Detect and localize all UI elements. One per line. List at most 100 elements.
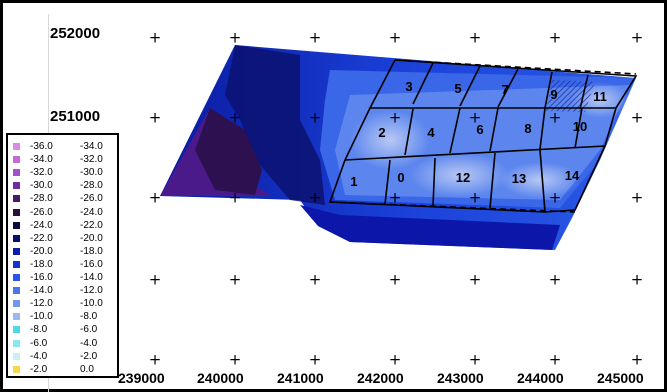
legend-swatch <box>13 169 20 177</box>
legend-row: -14.0 -12.0 <box>8 284 117 297</box>
grid-cross: + <box>148 270 162 289</box>
legend-row: -4.0 -2.0 <box>8 350 117 363</box>
legend-swatch <box>13 156 20 164</box>
legend-high-value: -16.0 <box>80 258 103 270</box>
grid-cross: + <box>630 28 644 47</box>
legend-row: -12.0 -10.0 <box>8 297 117 310</box>
color-legend: -36.0 -34.0 -34.0 -32.0 -32.0 -30.0 -30.0 -28.0… <box>6 133 119 378</box>
panel-label: 11 <box>593 89 607 104</box>
grid-cross: + <box>148 188 162 207</box>
legend-row: -34.0 -32.0 <box>8 153 117 166</box>
grid-cross: + <box>468 270 482 289</box>
legend-swatch <box>13 143 20 150</box>
legend-low-value: -12.0 <box>30 298 53 310</box>
contour-darkviolet-zone <box>195 108 262 195</box>
legend-swatch <box>13 195 20 203</box>
legend-row: -22.0 -20.0 <box>8 232 117 245</box>
legend-row: -24.0 -22.0 <box>8 219 117 232</box>
x-tick-label: 241000 <box>277 370 324 386</box>
legend-row: -6.0 -4.0 <box>8 337 117 350</box>
contour-navy-zone <box>225 45 325 205</box>
panel-dashes <box>329 59 637 213</box>
legend-swatch <box>13 182 20 190</box>
y-tick-label: 251000 <box>50 108 101 125</box>
legend-high-value: -12.0 <box>80 285 103 297</box>
legend-high-value: -30.0 <box>80 167 103 179</box>
legend-row: -32.0 -30.0 <box>8 166 117 179</box>
legend-swatch <box>13 208 20 216</box>
grid-cross: + <box>388 188 402 207</box>
panel-label: 7 <box>501 82 508 97</box>
legend-swatch <box>13 300 20 308</box>
grid-cross: + <box>228 28 242 47</box>
legend-low-value: -8.0 <box>30 324 48 336</box>
legend-high-value: -24.0 <box>80 206 103 218</box>
contour-pale-blob <box>500 162 580 198</box>
panel-label: 6 <box>476 122 483 137</box>
grid-cross: + <box>388 350 402 369</box>
panel-label: 9 <box>550 87 557 102</box>
legend-high-value: -22.0 <box>80 219 103 231</box>
x-tick-label: 243000 <box>437 370 484 386</box>
grid-cross: + <box>388 270 402 289</box>
panel-label: 13 <box>512 171 526 186</box>
legend-low-value: -4.0 <box>30 350 48 362</box>
legend-high-value: -6.0 <box>80 324 98 336</box>
legend-low-value: -32.0 <box>30 167 53 179</box>
panel-label: 4 <box>427 125 435 140</box>
grid-cross: + <box>228 350 242 369</box>
grid-cross: + <box>308 188 322 207</box>
grid-cross: + <box>548 188 562 207</box>
legend-low-value: -14.0 <box>30 285 53 297</box>
x-tick-label: 244000 <box>517 370 564 386</box>
panel-label: 14 <box>565 168 580 183</box>
grid-cross: + <box>308 108 322 127</box>
panel-label: 1 <box>350 174 357 189</box>
legend-row: -2.0 0.0 <box>8 363 117 376</box>
grid-cross: + <box>630 350 644 369</box>
panel-label: 8 <box>524 121 531 136</box>
legend-swatch <box>13 287 20 295</box>
panel-label: 10 <box>573 119 587 134</box>
legend-row: -20.0 -18.0 <box>8 245 117 258</box>
legend-low-value: -24.0 <box>30 219 53 231</box>
grid-cross: + <box>228 108 242 127</box>
legend-low-value: -26.0 <box>30 206 53 218</box>
legend-high-value: -18.0 <box>80 245 103 257</box>
grid-cross: + <box>148 108 162 127</box>
legend-high-value: -34.0 <box>80 141 103 152</box>
legend-swatch <box>13 326 20 334</box>
legend-high-value: -10.0 <box>80 298 103 310</box>
grid-cross: + <box>468 28 482 47</box>
legend-low-value: -10.0 <box>30 311 53 323</box>
legend-swatch <box>13 221 20 229</box>
legend-high-value: -2.0 <box>80 350 98 362</box>
panel-label: 12 <box>456 170 470 185</box>
legend-swatch <box>13 247 20 255</box>
grid-cross: + <box>548 270 562 289</box>
grid-cross: + <box>228 270 242 289</box>
grid-cross: + <box>630 188 644 207</box>
grid-cross: + <box>228 188 242 207</box>
legend-row: -30.0 -28.0 <box>8 179 117 192</box>
panel-label: 3 <box>405 79 412 94</box>
legend-row: -36.0 -34.0 <box>8 140 117 153</box>
legend-swatch <box>13 313 20 321</box>
grid-cross: + <box>548 28 562 47</box>
hatched-panel <box>546 80 595 112</box>
legend-high-value: -26.0 <box>80 193 103 205</box>
legend-low-value: -18.0 <box>30 258 53 270</box>
x-tick-label: 242000 <box>357 370 404 386</box>
legend-swatch <box>13 274 20 281</box>
x-tick-label: 245000 <box>597 370 644 386</box>
grid-cross: + <box>548 108 562 127</box>
grid-cross: + <box>308 350 322 369</box>
grid-cross: + <box>388 108 402 127</box>
legend-row: -8.0 -6.0 <box>8 323 117 336</box>
legend-row: -18.0 -16.0 <box>8 258 117 271</box>
grid-cross: + <box>468 188 482 207</box>
legend-high-value: -4.0 <box>80 337 98 349</box>
legend-high-value: -8.0 <box>80 311 98 323</box>
legend-row: -28.0 -26.0 <box>8 192 117 205</box>
